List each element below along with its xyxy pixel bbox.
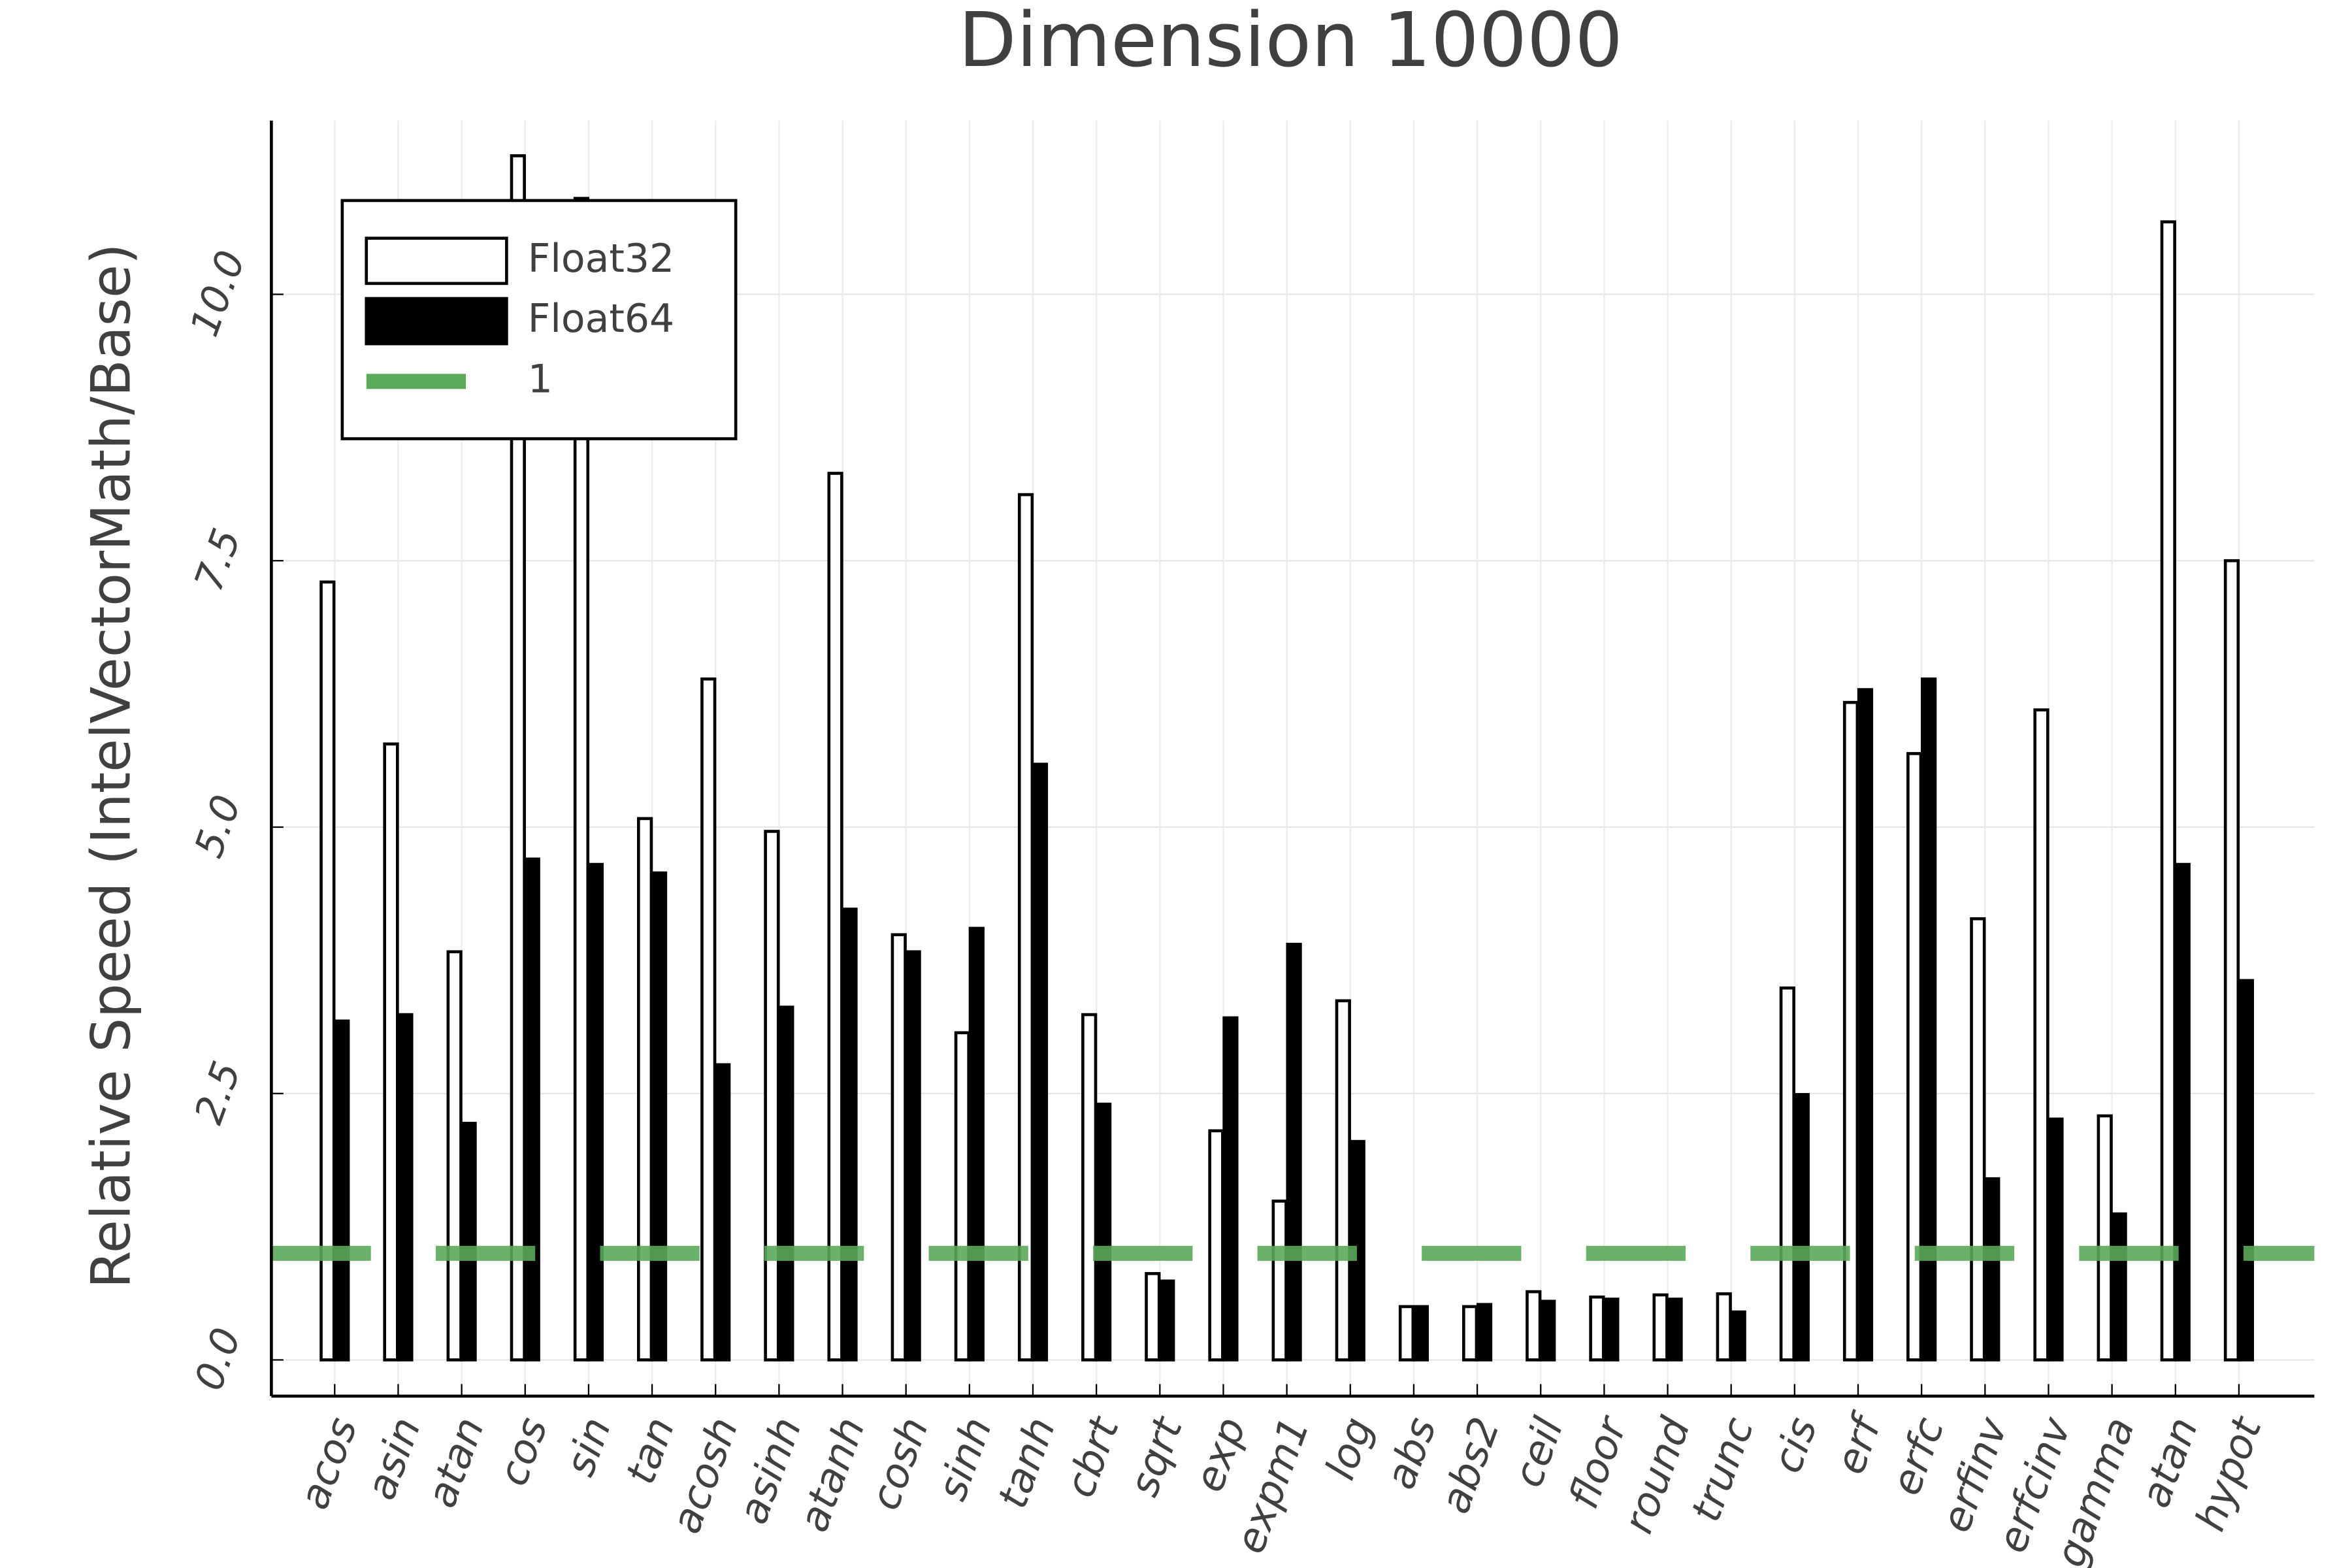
y-tick-label: 10.0: [182, 245, 254, 342]
bar: [2033, 708, 2050, 1362]
bar: [1730, 1310, 1746, 1362]
bar: [2174, 862, 2191, 1362]
bar: [573, 197, 590, 1362]
bar: [905, 950, 921, 1362]
bar: [1667, 1298, 1683, 1362]
bar: [636, 817, 653, 1362]
bar: [334, 1019, 350, 1362]
bar: [1526, 1290, 1542, 1362]
bar: [1603, 1298, 1620, 1362]
bar: [1589, 1295, 1605, 1362]
y-tick-label: 5.0: [186, 789, 250, 864]
x-tick-label: cos: [489, 1411, 557, 1492]
bar: [383, 742, 399, 1362]
bar: [890, 933, 907, 1362]
x-tick-label: sin: [555, 1411, 620, 1482]
legend: Float32 Float64 1: [340, 199, 738, 440]
bar: [968, 926, 985, 1362]
bar: [764, 830, 780, 1362]
bar: [319, 580, 336, 1362]
bar: [954, 1031, 970, 1362]
bar: [1032, 762, 1049, 1362]
bar: [397, 1013, 414, 1362]
x-tick-label: exp: [1184, 1411, 1255, 1498]
bar: [651, 871, 668, 1362]
bar: [1779, 986, 1796, 1362]
bar: [1208, 1129, 1224, 1362]
bar: [2097, 1114, 2113, 1362]
y-tick-label: 0.0: [186, 1322, 250, 1396]
bar: [2111, 1212, 2127, 1362]
bar: [1398, 1305, 1415, 1362]
x-tick-label: ceil: [1504, 1411, 1573, 1494]
bar: [446, 950, 463, 1362]
bar: [1222, 1016, 1239, 1362]
bar: [778, 1005, 794, 1362]
x-tick-label: log: [1316, 1411, 1382, 1486]
bar: [1716, 1292, 1732, 1362]
bar: [1271, 1200, 1288, 1362]
bar: [1413, 1305, 1429, 1362]
x-tick-label: acos: [289, 1411, 367, 1515]
x-tick-label: sqrt: [1120, 1409, 1192, 1502]
bar: [827, 472, 843, 1362]
x-tick-label: cbrt: [1056, 1409, 1129, 1503]
x-tick-label: cis: [1763, 1411, 1826, 1479]
bar: [841, 907, 858, 1362]
bar: [1159, 1279, 1175, 1362]
y-tick-label: 7.5: [186, 523, 250, 597]
chart-title: Dimension 10000: [958, 0, 1623, 84]
x-tick-label: erf: [1826, 1406, 1892, 1480]
bar: [1017, 493, 1034, 1362]
bar: [1920, 677, 1937, 1362]
legend-swatch: [365, 297, 508, 346]
x-tick-label: erfc: [1882, 1411, 1953, 1501]
bar: [715, 1063, 731, 1362]
bar: [524, 857, 540, 1362]
bar: [1096, 1102, 1112, 1362]
bar: [1906, 752, 1923, 1362]
bar: [1145, 1272, 1161, 1362]
bar: [1462, 1305, 1478, 1362]
legend-label: 1: [528, 356, 553, 402]
bar: [1286, 943, 1302, 1362]
bar: [2238, 979, 2254, 1362]
y-axis-label: Relative Speed (IntelVectorMath/Base): [79, 244, 142, 1289]
bar: [1793, 1093, 1810, 1362]
bar: [587, 862, 604, 1362]
x-tick-label: tan: [616, 1411, 684, 1490]
bar: [1081, 1013, 1098, 1362]
legend-label: Float32: [528, 236, 675, 282]
bar: [700, 677, 717, 1362]
x-tick-label: abs: [1376, 1411, 1445, 1495]
legend-swatch: [365, 237, 508, 286]
legend-label: Float64: [528, 296, 675, 342]
bar: [1857, 688, 1874, 1362]
bar: [1842, 700, 1859, 1362]
bar: [461, 1122, 477, 1362]
bar: [1540, 1299, 1556, 1362]
bar: [510, 154, 526, 1362]
y-tick-label: 2.5: [186, 1056, 250, 1130]
bar: [2160, 220, 2176, 1362]
bar: [1335, 999, 1351, 1362]
bar: [1984, 1177, 2001, 1362]
bar: [2048, 1117, 2064, 1362]
bar: [2223, 559, 2240, 1362]
bar: [1970, 917, 1986, 1362]
bar: [1476, 1303, 1493, 1362]
bar: [1652, 1293, 1669, 1362]
